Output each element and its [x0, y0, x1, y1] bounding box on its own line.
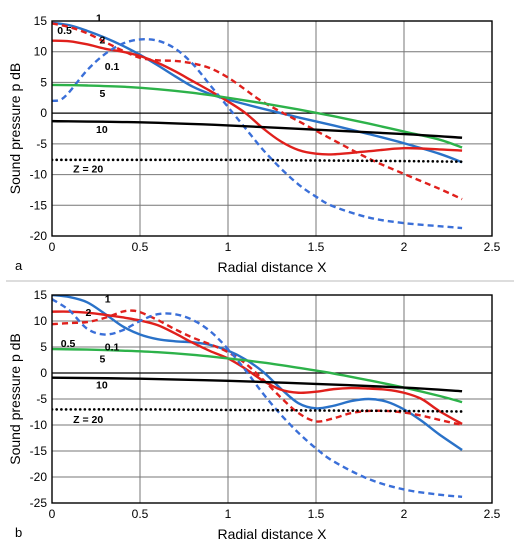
x-tick-label: 1 — [225, 240, 232, 254]
series-label: 2 — [85, 307, 91, 319]
x-tick-label: 1 — [225, 507, 232, 521]
series-line-2 — [52, 39, 463, 156]
x-tick-label: 2 — [401, 240, 408, 254]
panel-label: a — [15, 258, 23, 273]
x-axis-label: Radial distance X — [218, 259, 328, 275]
y-tick-label: -10 — [30, 168, 48, 182]
y-tick-label: 5 — [40, 75, 47, 89]
y-tick-label: 15 — [34, 14, 48, 28]
y-axis-label: Sound pressure p dB — [7, 63, 23, 195]
y-tick-label: 15 — [34, 288, 48, 302]
y-tick-label: 10 — [34, 314, 48, 328]
y-tick-label: -10 — [30, 418, 48, 432]
series-label: 0.1 — [105, 342, 120, 354]
y-tick-label: -20 — [30, 229, 48, 243]
series-line-10 — [52, 376, 463, 393]
y-tick-label: 10 — [34, 45, 48, 59]
chart-panel-a: 0 0.5 1 1.5 2 2.5 15 10 5 0 -5 -10 -15 -20 1 2 0.5 0.1 5 10… — [7, 13, 501, 275]
x-tick-label: 0 — [49, 507, 56, 521]
series-label: 1 — [105, 293, 111, 305]
chart-panel-b: 0 0.5 1 1.5 2 2.5 15 10 5 0 -5 -10 -15 -20 -25 1 2 0.5 0.1… — [7, 288, 501, 542]
series-line-10 — [52, 119, 463, 139]
series-label: 0.1 — [105, 61, 120, 73]
y-tick-label: -20 — [30, 470, 48, 484]
y-tick-label: -5 — [36, 137, 47, 151]
series-label: 1 — [96, 13, 102, 25]
series-line-1 — [52, 21, 463, 164]
series-label: 2 — [100, 35, 106, 47]
y-tick-label: 0 — [40, 366, 47, 380]
series-group — [52, 295, 464, 498]
y-tick-label: 5 — [40, 340, 47, 354]
x-tick-label: 1.5 — [308, 240, 325, 254]
plot-frame — [51, 294, 493, 504]
y-tick-label: -5 — [36, 392, 47, 406]
x-axis-label: Radial distance X — [218, 526, 328, 542]
series-line-z-20 — [52, 158, 464, 163]
y-tick-label: -25 — [30, 496, 48, 510]
series-label: Z = 20 — [73, 164, 103, 176]
series-line-z-20 — [52, 408, 464, 413]
series-label: 5 — [100, 354, 106, 366]
x-tick-label: 2 — [401, 507, 408, 521]
series-label: 0.5 — [57, 25, 72, 37]
series-line-1 — [52, 295, 463, 451]
series-label: 10 — [96, 124, 108, 136]
x-tick-label: 0 — [49, 240, 56, 254]
series-label: Z = 20 — [73, 414, 103, 426]
series-label: 10 — [96, 380, 108, 392]
y-tick-label: 0 — [40, 106, 47, 120]
x-tick-label: 0.5 — [132, 240, 149, 254]
series-label: 5 — [100, 88, 106, 100]
series-line-5 — [52, 83, 463, 149]
plot-frame — [51, 20, 493, 237]
x-tick-label: 2.5 — [484, 507, 501, 521]
series-line-2 — [52, 310, 463, 426]
panel-label: b — [15, 525, 22, 540]
series-line-0-1 — [52, 298, 463, 498]
y-axis-label: Sound pressure p dB — [7, 333, 23, 465]
series-label: 0.5 — [61, 338, 76, 350]
y-tick-label: -15 — [30, 198, 48, 212]
x-tick-label: 2.5 — [484, 240, 501, 254]
y-tick-label: -15 — [30, 444, 48, 458]
x-tick-label: 1.5 — [308, 507, 325, 521]
x-tick-label: 0.5 — [132, 507, 149, 521]
series-group — [52, 21, 464, 230]
